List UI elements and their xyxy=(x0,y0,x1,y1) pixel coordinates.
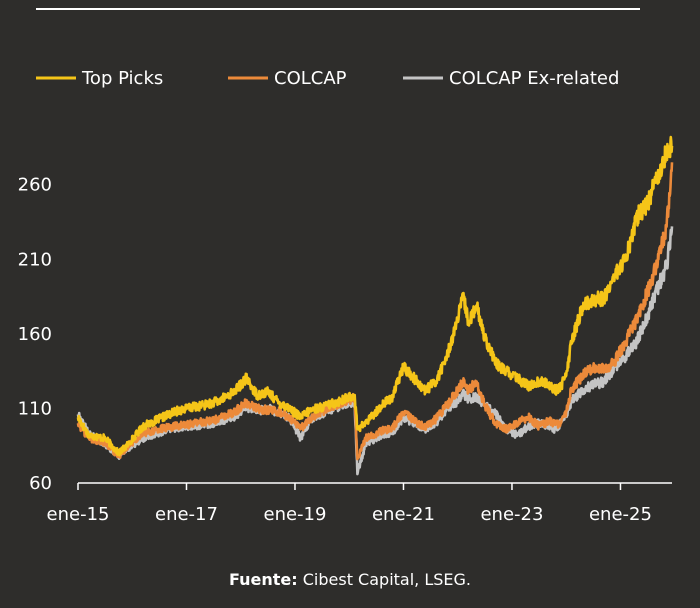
series-line-colcap xyxy=(76,162,674,461)
y-tick-label: 260 xyxy=(18,175,52,196)
x-tick-label: ene-25 xyxy=(589,504,652,525)
series-line-top-picks xyxy=(76,135,674,457)
y-tick-label: 110 xyxy=(18,398,52,419)
legend: Top Picks COLCAP COLCAP Ex-related xyxy=(36,68,619,89)
y-tick-label: 60 xyxy=(29,473,52,494)
source-text: Cibest Capital, LSEG. xyxy=(297,570,471,589)
series-group xyxy=(76,135,674,476)
y-tick-label: 210 xyxy=(18,249,52,270)
legend-label: COLCAP xyxy=(274,68,347,89)
x-tick-label: ene-23 xyxy=(480,504,543,525)
x-tick-label: ene-15 xyxy=(47,504,110,525)
source-label: Fuente: xyxy=(228,570,298,589)
x-tick-label: ene-19 xyxy=(264,504,327,525)
x-tick-label: ene-21 xyxy=(372,504,435,525)
legend-label: Top Picks xyxy=(81,68,163,89)
source-note: Fuente: Cibest Capital, LSEG. xyxy=(0,570,700,589)
x-tick-label: ene-17 xyxy=(155,504,218,525)
axes: 60 110 160 210 260 ene-15 ene-17 ene-19 ene-21 en… xyxy=(18,175,672,525)
legend-label: COLCAP Ex-related xyxy=(449,68,619,89)
y-tick-label: 160 xyxy=(18,324,52,345)
